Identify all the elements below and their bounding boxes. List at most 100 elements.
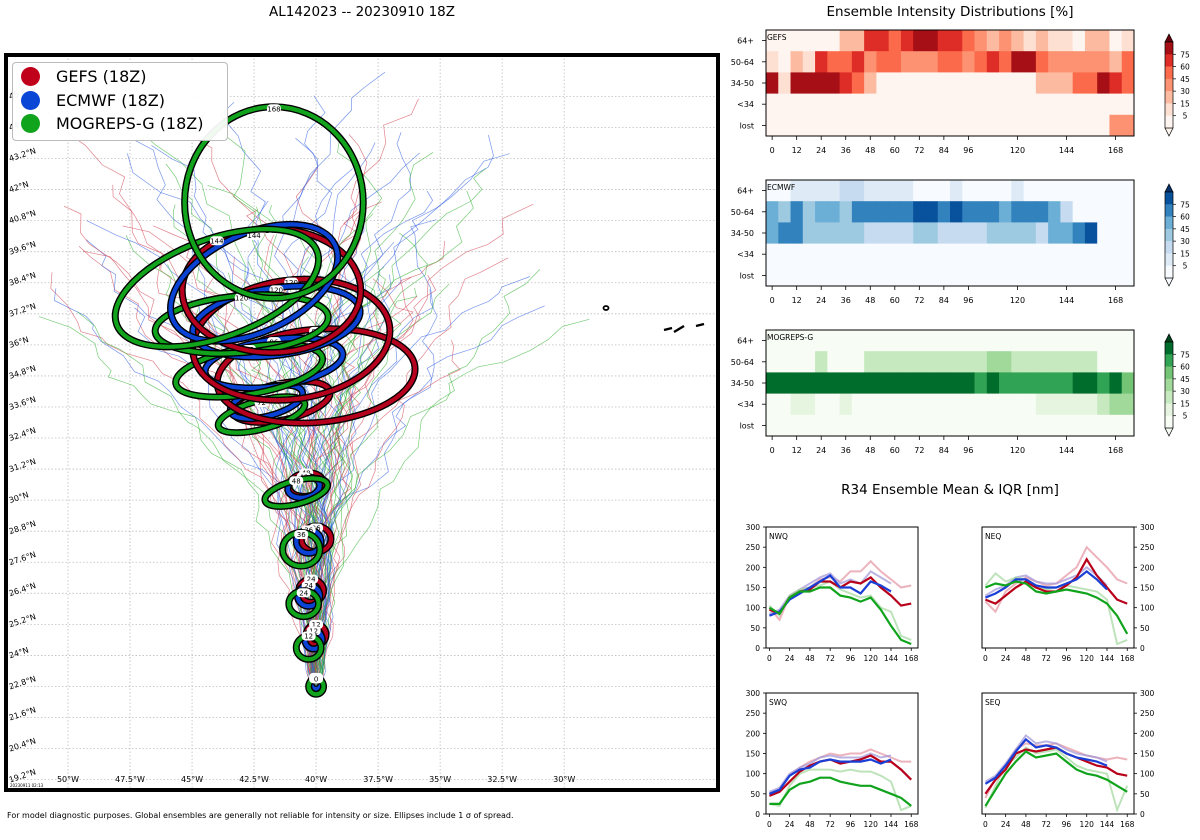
r34-chart-neq: NEQ 0 24 48 72 96 120 144 168 0 50 100 150 200 250 300: [981, 523, 1155, 663]
colorbar-top-arrow: [1164, 33, 1174, 43]
heatmap-mogreps-g: 64+ 50-64 34-50 <34 lost 0 12 24 36 48 60 72 84 96 120…: [731, 329, 1190, 455]
heat-cell: [766, 51, 779, 73]
heat-cell: [790, 222, 804, 244]
x-tick-label: 168: [1108, 446, 1123, 455]
heat-cell: [1023, 243, 1037, 266]
heat-cell: [778, 30, 791, 52]
lat-tick-label: 39.6°N: [8, 239, 37, 256]
heat-cell: [1084, 93, 1098, 116]
heat-cell: [913, 51, 926, 73]
heat-cell: [876, 330, 890, 352]
heat-cell: [1121, 372, 1135, 394]
heat-cell: [974, 180, 988, 202]
legend-item-mogreps: MOGREPS-G (18Z): [13, 112, 227, 136]
heat-cell: [913, 222, 926, 244]
heat-cell: [839, 393, 853, 416]
x-tick-label: 72: [825, 654, 835, 663]
legend: GEFS (18Z) ECMWF (18Z) MOGREPS-G (18Z): [12, 62, 228, 141]
x-tick-label: 72: [1041, 820, 1051, 829]
x-tick-label: 120: [864, 654, 879, 663]
heat-cell: [888, 330, 902, 352]
colorbar-segment: [1165, 378, 1173, 392]
heat-cell: [766, 180, 779, 202]
x-tick-label: 84: [939, 446, 949, 455]
heat-cell: [1011, 372, 1024, 394]
lat-tick-label: 21.6°N: [8, 705, 37, 722]
heat-cell: [1072, 51, 1086, 73]
heat-cell: [1060, 51, 1074, 73]
x-tick-label: 120: [1010, 296, 1025, 305]
colorbar-tick-label: 30: [1180, 237, 1190, 246]
heat-cell: [1121, 243, 1135, 266]
heat-cell: [999, 51, 1012, 73]
heat-cell: [999, 264, 1012, 287]
heat-cell: [1109, 243, 1123, 266]
heat-cell: [913, 372, 926, 394]
ellipse-hour-bg: [266, 104, 281, 114]
heat-cell: [766, 414, 779, 437]
island-shape: [663, 322, 705, 334]
heat-cell: [962, 180, 975, 202]
heat-cell: [950, 351, 963, 373]
series-line-gefs-iqr: [984, 742, 1128, 799]
x-tick-label: 0: [983, 654, 988, 663]
heat-cell: [766, 264, 779, 287]
y-tick-label: 100: [746, 770, 761, 779]
heat-cell: [864, 222, 877, 244]
heat-cell: [1097, 264, 1110, 287]
ellipse-hour-bg: [301, 631, 316, 641]
heat-cell: [778, 114, 791, 137]
heat-cell: [790, 114, 804, 137]
heat-cell: [1121, 93, 1135, 116]
colorbar-segment: [1165, 42, 1173, 55]
heat-cell: [790, 330, 804, 352]
heat-cell: [925, 51, 939, 73]
heat-cell: [888, 201, 902, 223]
heat-cell: [1084, 72, 1098, 94]
heat-cell: [876, 180, 890, 202]
x-tick-label: 12: [792, 296, 802, 305]
heat-cell: [876, 414, 890, 437]
colorbar-tick-label: 15: [1180, 249, 1190, 258]
heat-cell: [937, 51, 951, 73]
row-label: <34: [737, 400, 754, 409]
ellipse-mogreps-g: [113, 226, 321, 349]
member-track: [310, 269, 541, 687]
heat-cell: [937, 351, 951, 373]
heat-cell: [1023, 393, 1037, 416]
lat-tick-label: 27.6°N: [8, 550, 37, 567]
heat-cell: [913, 114, 926, 137]
heat-cell: [900, 393, 914, 416]
heat-cell: [937, 414, 951, 437]
heat-cell: [1048, 93, 1061, 116]
heat-cell: [974, 222, 988, 244]
heat-cell: [1072, 114, 1086, 137]
heat-cell: [999, 93, 1012, 116]
heat-cell: [1109, 201, 1123, 223]
heat-cell: [1097, 93, 1110, 116]
y-tick-label: 0: [755, 644, 760, 653]
heat-cell: [1121, 180, 1135, 202]
lon-tick-label: 32.5°W: [487, 775, 517, 784]
heat-cell: [1048, 330, 1061, 352]
heat-cell: [790, 414, 804, 437]
heat-cell: [900, 201, 914, 223]
heat-cell: [1035, 264, 1049, 287]
lat-tick-label: 22.8°N: [8, 674, 37, 691]
y-tick-label: 100: [1140, 770, 1155, 779]
heat-cell: [888, 93, 902, 116]
heat-cell: [1035, 351, 1049, 373]
heat-cell: [1084, 351, 1098, 373]
heatmap-frame: [765, 179, 1135, 287]
heat-cell: [790, 351, 804, 373]
lon-tick-label: 35°W: [429, 775, 451, 784]
heat-cell: [1109, 51, 1123, 73]
heat-cell: [986, 393, 1000, 416]
heat-cell: [815, 414, 828, 437]
heat-cell: [1060, 30, 1074, 52]
x-tick-label: 0: [767, 654, 772, 663]
heat-cell: [925, 72, 939, 94]
member-track: [213, 124, 327, 687]
heat-cell: [1097, 222, 1110, 244]
colorbar-segment: [1165, 354, 1173, 367]
